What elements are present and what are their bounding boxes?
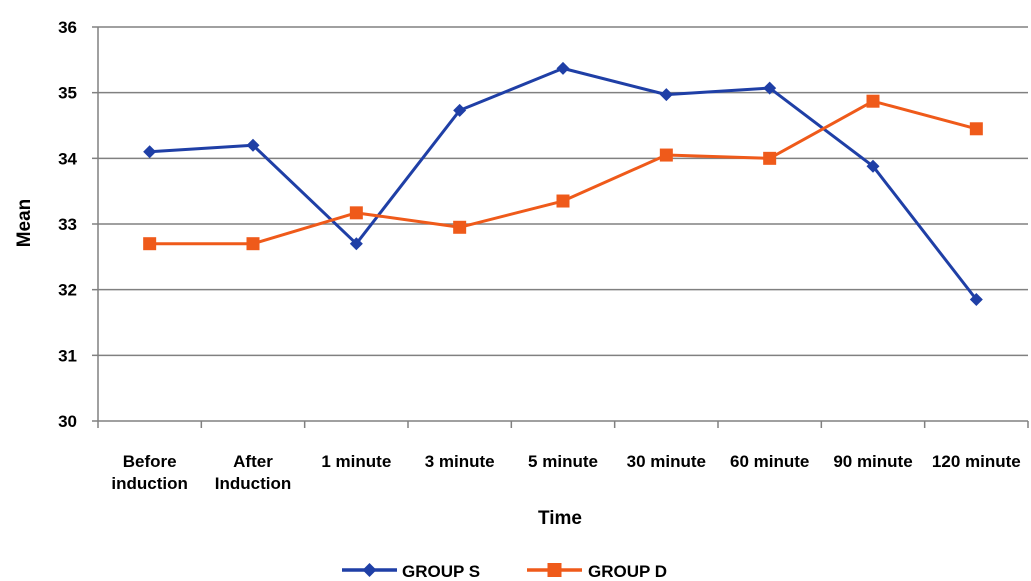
x-tick-labels: Before induction After Induction 1 minute 3 m… <box>111 452 1020 493</box>
data-point <box>362 563 377 577</box>
y-axis-title: Mean <box>14 199 35 248</box>
data-point <box>659 148 673 162</box>
legend-item-1: GROUP S <box>342 562 480 581</box>
data-point <box>453 220 467 234</box>
x-tick-label: 3 minute <box>425 452 495 471</box>
series-line <box>149 99 977 246</box>
x-tick-label: 1 minute <box>321 452 391 471</box>
y-tick-label: 32 <box>58 281 77 300</box>
data-point <box>969 122 983 136</box>
data-point <box>143 237 157 251</box>
legend-label: GROUP S <box>402 562 480 581</box>
x-tick-label: Induction <box>215 474 291 493</box>
series-line <box>149 66 978 301</box>
data-point <box>866 159 880 173</box>
data-point <box>453 103 467 117</box>
data-point <box>556 194 570 208</box>
x-tick-label: 5 minute <box>528 452 598 471</box>
y-tick-label: 30 <box>58 412 77 431</box>
x-tick-label: 60 minute <box>730 452 809 471</box>
data-point <box>349 237 363 251</box>
data-point <box>763 81 777 95</box>
y-tick-label: 33 <box>58 215 77 234</box>
x-tick-label: Before <box>123 452 177 471</box>
x-tick-label: 90 minute <box>833 452 912 471</box>
gridlines <box>98 26 1028 357</box>
data-point <box>659 88 673 102</box>
y-tick-labels: 30 31 32 33 34 35 36 <box>58 18 77 431</box>
x-tick-label: induction <box>111 474 187 493</box>
x-tick-label: 120 minute <box>932 452 1021 471</box>
data-point <box>556 61 570 75</box>
data-point <box>246 138 260 152</box>
data-point <box>143 145 157 159</box>
legend-label: GROUP D <box>588 562 667 581</box>
x-tick-label: After <box>233 452 273 471</box>
data-point <box>866 94 880 108</box>
x-tick-label: 30 minute <box>627 452 706 471</box>
legend-item-2: GROUP D <box>527 562 667 581</box>
legend: GROUP S GROUP D <box>342 562 667 581</box>
data-point <box>763 151 777 165</box>
y-tick-label: 35 <box>58 84 77 103</box>
y-tick-label: 34 <box>58 149 77 168</box>
data-point <box>547 563 562 577</box>
series-1 <box>143 61 983 307</box>
data-point <box>969 293 983 307</box>
y-tick-label: 36 <box>58 18 77 37</box>
data-point <box>246 237 260 251</box>
axes <box>92 26 1029 428</box>
series <box>143 61 983 307</box>
data-point <box>349 206 363 220</box>
x-axis-title: Time <box>538 508 582 529</box>
y-tick-label: 31 <box>58 346 77 365</box>
series-2 <box>143 94 983 251</box>
